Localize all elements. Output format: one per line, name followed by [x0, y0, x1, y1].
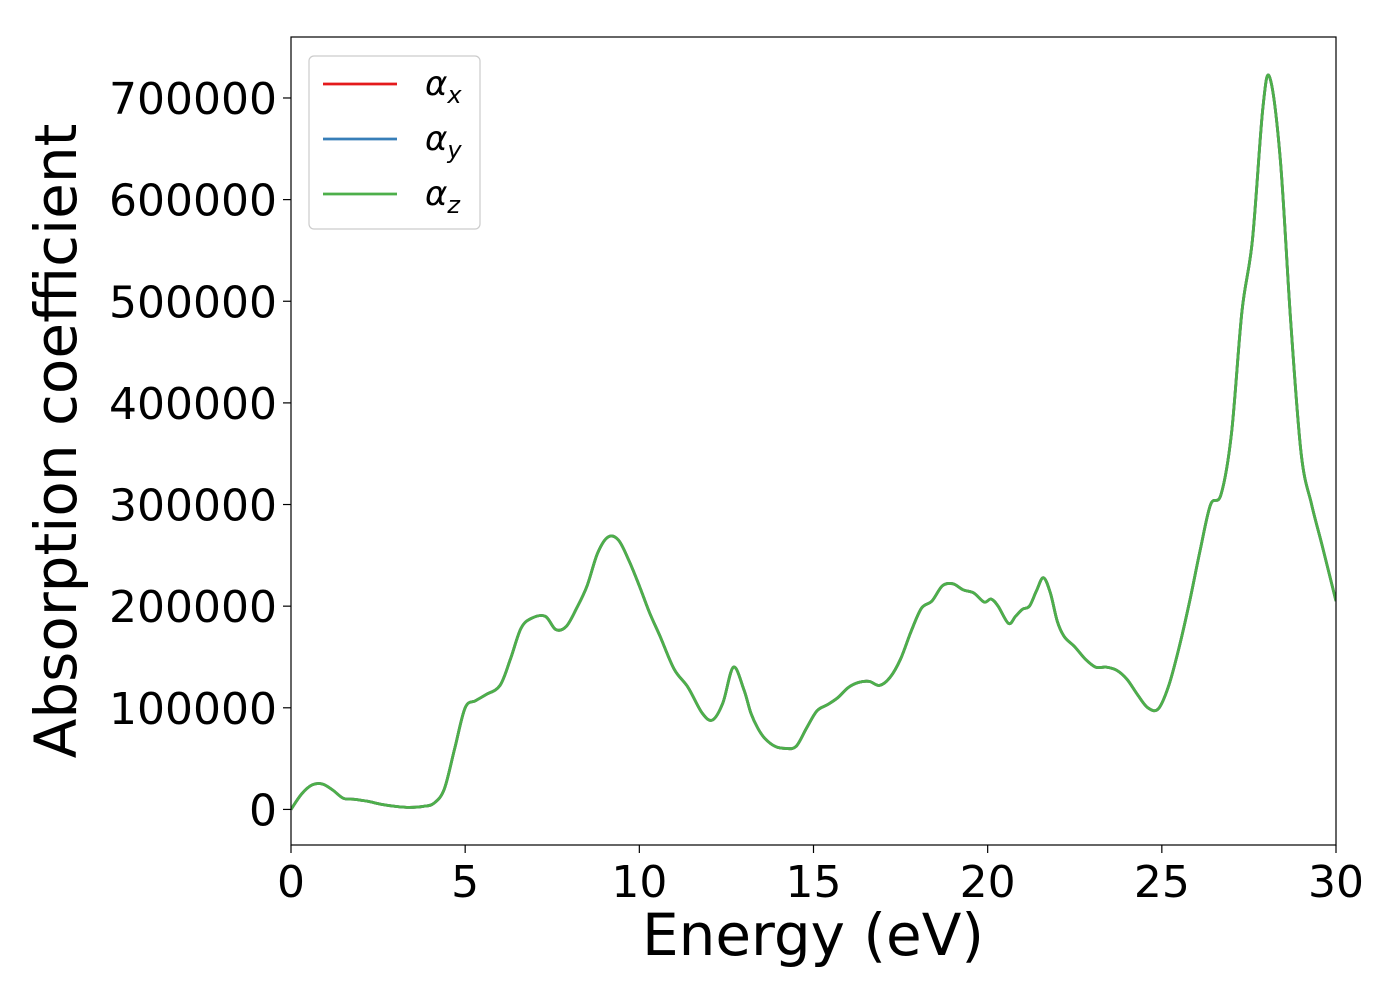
- series-layer: [291, 73, 1336, 811]
- y-tick-label: 0: [249, 785, 277, 836]
- x-tick-label: 10: [611, 857, 667, 908]
- x-tick-label: 20: [960, 857, 1016, 908]
- y-tick-label: 700000: [109, 74, 277, 125]
- y-tick-label: 300000: [109, 481, 277, 532]
- x-axis: 0 5 10 15 20 25 30: [277, 845, 1364, 908]
- legend-label-x: αx: [425, 64, 462, 109]
- legend: αx αy αz: [308, 55, 481, 230]
- y-axis-title: Absorption coefficient: [22, 124, 90, 759]
- x-tick-label: 30: [1308, 857, 1364, 908]
- legend-label-z: αz: [425, 174, 461, 219]
- x-tick-label: 0: [277, 857, 305, 908]
- legend-box: [308, 55, 481, 230]
- x-axis-title: Energy (eV): [642, 901, 984, 969]
- y-tick-label: 500000: [109, 277, 277, 328]
- y-tick-label: 600000: [109, 176, 277, 227]
- series-line-z: [291, 73, 1336, 811]
- legend-label-y: αy: [425, 119, 462, 164]
- x-tick-label: 25: [1134, 857, 1190, 908]
- y-tick-label: 400000: [109, 379, 277, 430]
- y-tick-label: 100000: [109, 684, 277, 735]
- y-tick-label: 200000: [109, 582, 277, 633]
- x-tick-label: 15: [786, 857, 842, 908]
- x-tick-label: 5: [451, 857, 479, 908]
- y-axis: 0 100000 200000 300000 400000 500000 600000 700…: [109, 74, 291, 836]
